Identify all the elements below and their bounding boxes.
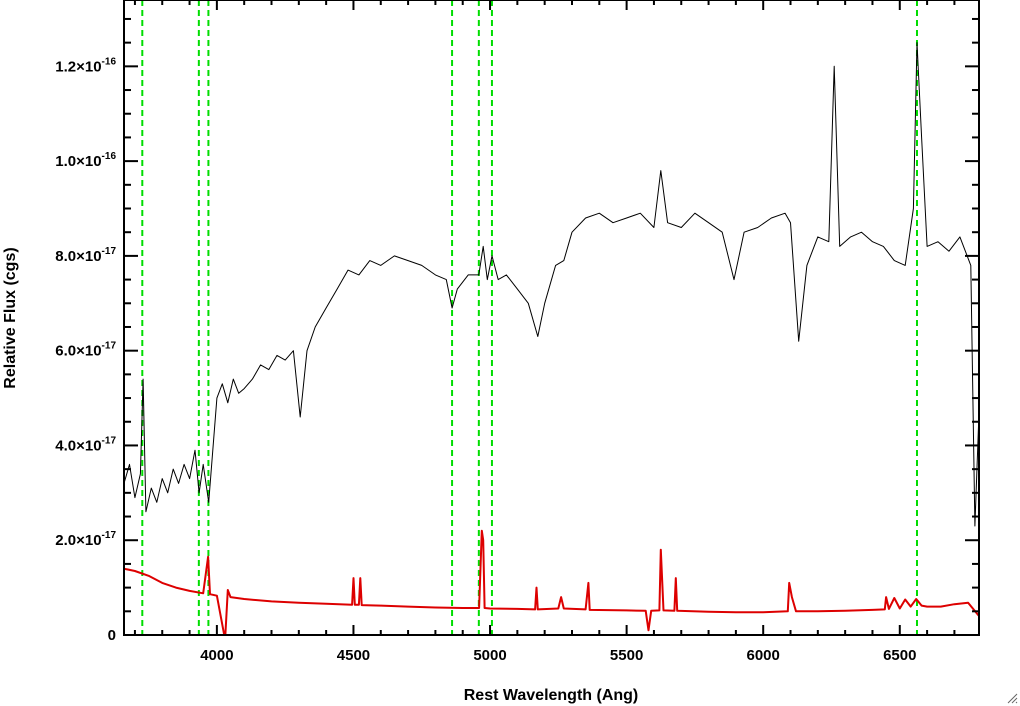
series-line-1 [124,529,979,635]
x-tick-label: 4000 [200,647,233,664]
y-axis-title: Relative Flux (cgs) [2,247,19,388]
y-axis: 0 2.0×10-17 4.0×10-17 6.0×10-17 8.0×10-17 1.0… [55,17,979,644]
y-tick-label: 6.0×10-17 [55,341,116,360]
y-tick-label: 1.2×10-16 [55,56,116,75]
y-tick-label: 8.0×10-17 [55,246,116,265]
x-tick-label: 4500 [337,647,370,664]
x-axis: 4000 4500 5000 5500 6000 6500 [133,0,956,664]
y-tick-label: 4.0×10-17 [55,435,116,454]
plot-frame [123,0,980,636]
reference-lines [141,0,918,635]
y-tick-label: 2.0×10-17 [55,530,116,549]
series-line-0 [124,42,979,527]
x-tick-label: 5500 [610,647,643,664]
series-layer [124,42,979,635]
x-tick-label: 5000 [473,647,506,664]
x-tick-label: 6500 [883,647,916,664]
x-tick-label: 6000 [747,647,780,664]
y-tick-label: 0 [108,627,116,644]
y-tick-label: 1.0×10-16 [55,151,116,170]
resize-grip-icon[interactable] [1006,692,1018,704]
x-axis-title: Rest Wavelength (Ang) [464,687,639,704]
